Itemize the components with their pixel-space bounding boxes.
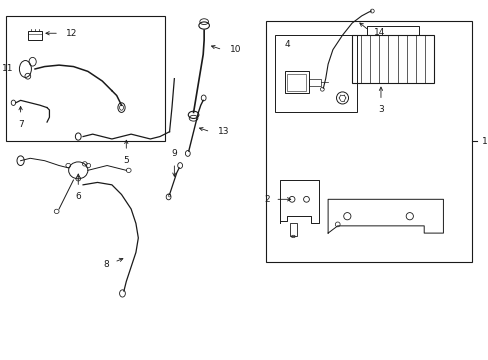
Text: 14: 14	[373, 28, 385, 37]
Text: 8: 8	[103, 260, 109, 269]
Bar	[28, 31, 42, 40]
Text: 4: 4	[285, 40, 290, 49]
Bar	[289, 224, 296, 235]
Bar	[308, 78, 320, 86]
Text: 12: 12	[66, 29, 78, 38]
Text: 13: 13	[217, 127, 229, 136]
Bar	[6, 16, 164, 141]
Bar	[275, 35, 356, 112]
Bar	[366, 26, 419, 35]
Text: 7: 7	[18, 120, 23, 129]
Text: 5: 5	[123, 156, 129, 165]
Bar	[286, 74, 306, 91]
Bar	[351, 35, 433, 84]
Bar	[265, 21, 471, 262]
Text: 1: 1	[481, 137, 487, 146]
Text: 3: 3	[377, 105, 383, 114]
Text: 9: 9	[171, 149, 177, 158]
Text: 11: 11	[2, 64, 14, 73]
Text: 6: 6	[75, 192, 81, 201]
Text: 2: 2	[264, 195, 270, 204]
Text: 10: 10	[229, 45, 241, 54]
Bar	[285, 71, 308, 93]
